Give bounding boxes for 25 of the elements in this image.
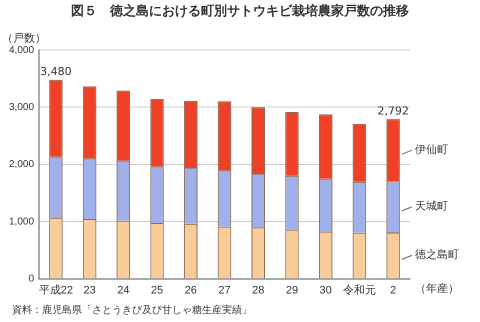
series-label: 天城町 (414, 200, 448, 213)
x-tick-label: 28 (252, 284, 264, 296)
chart-title: 図５ 徳之島における町別サトウキビ栽培農家戸数の推移 (70, 2, 410, 20)
x-tick-label: 23 (83, 284, 96, 296)
x-tick-label: 平成22 (38, 283, 74, 296)
x-tick-label: 27 (218, 284, 231, 296)
y-tick-label: 4,000 (8, 44, 34, 56)
x-tick-label: 29 (286, 284, 298, 296)
total-label: 3,480 (40, 65, 72, 78)
x-tick-label: 2 (390, 284, 396, 296)
y-tick-label: 2,000 (8, 159, 34, 170)
x-tick-label: 25 (150, 284, 164, 296)
x-axis-title: （年産） (415, 282, 460, 296)
series-label: 伊仙町 (414, 143, 448, 156)
x-tick-label: 26 (184, 284, 197, 296)
y-tick-label: 1,000 (8, 216, 34, 228)
x-tick-label: 30 (320, 284, 332, 296)
x-tick-label: 令和元 (342, 283, 376, 296)
x-tick-label: 24 (117, 284, 130, 296)
y-tick-label: 3,000 (8, 102, 34, 113)
text: 資料：鹿児島県「さとうきび及び甘しゃ糖生産実績」 (12, 304, 252, 317)
y-axis-title: （戸数） (2, 31, 46, 44)
series-label: 徳之島町 (414, 248, 459, 262)
y-tick-label: 0 (28, 274, 34, 285)
total-label: 2,792 (377, 104, 409, 118)
